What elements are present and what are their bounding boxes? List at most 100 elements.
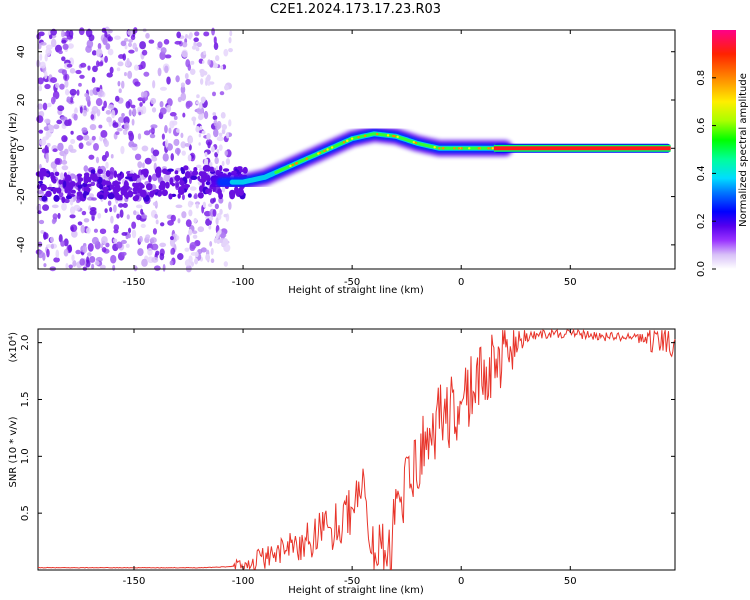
ridge-hot-spot [460, 147, 463, 150]
noise-blob [91, 50, 97, 56]
colorbar-ticks: 0.0 0.2 0.4 0.6 0.8 [696, 70, 716, 277]
y-tick-label: 0 [16, 145, 27, 151]
noise-blob [144, 157, 152, 165]
noise-blob [58, 234, 63, 243]
noise-blob [181, 49, 188, 58]
x-tick-label: 50 [564, 576, 577, 587]
noise-blob [188, 136, 194, 144]
noise-blob [209, 161, 213, 168]
noise-blob [134, 153, 142, 161]
noise-blob [203, 110, 209, 120]
noise-blob [191, 116, 197, 122]
noise-blob [128, 39, 133, 43]
noise-blob [195, 126, 200, 133]
noise-blob [103, 139, 109, 148]
noise-blob [113, 204, 117, 213]
ridge-blob [109, 184, 115, 190]
noise-blob [189, 68, 196, 75]
ridge-blob [82, 191, 87, 199]
ridge-hot-spot [295, 162, 298, 165]
noise-blob [91, 76, 96, 83]
noise-blob [205, 253, 211, 261]
noise-blob [86, 256, 90, 264]
noise-blob [117, 80, 121, 87]
noise-blob [193, 193, 198, 200]
noise-blob [140, 223, 146, 228]
noise-blob [78, 82, 82, 87]
snr-y-ticks: 0.5 1.0 1.5 2.0 [20, 335, 675, 521]
ridge-blob [86, 187, 91, 193]
ridge-blob [41, 195, 48, 202]
ridge-blob [183, 165, 189, 171]
ridge-blob [132, 182, 136, 187]
noise-blob [57, 212, 61, 220]
ridge-blob [161, 168, 168, 175]
noise-blob [185, 219, 192, 227]
ridge-hot-spot [346, 139, 349, 142]
noise-blob [207, 203, 213, 208]
noise-blob [61, 39, 67, 44]
noise-blob [180, 141, 186, 149]
noise-blob [73, 204, 81, 211]
noise-blob [116, 67, 121, 72]
noise-blob [141, 49, 148, 56]
noise-blob [213, 36, 217, 45]
noise-blob [85, 45, 92, 53]
noise-blob [147, 247, 153, 256]
noise-blob [185, 78, 191, 85]
noise-blob [159, 86, 168, 91]
ridge-blob [202, 164, 210, 172]
ridge-hot-spot [441, 147, 445, 150]
noise-blob [184, 247, 190, 252]
noise-blob [212, 115, 218, 121]
noise-blob [131, 143, 138, 148]
noise-blob [175, 128, 180, 133]
noise-blob [112, 264, 116, 272]
x-tick-label: -50 [344, 576, 360, 587]
noise-blob [84, 92, 89, 98]
noise-blob [127, 227, 132, 234]
noise-blob [63, 238, 69, 247]
ridge-blob [120, 187, 125, 196]
noise-blob [203, 31, 210, 37]
noise-blob [75, 249, 81, 255]
noise-blob [105, 242, 110, 248]
ridge-hot-spot [457, 147, 461, 150]
noise-blob [66, 63, 73, 68]
ridge-blob [63, 172, 68, 178]
noise-blob [63, 148, 69, 155]
noise-blob [208, 224, 212, 230]
colorbar-tick-label: 0.4 [696, 165, 707, 181]
noise-blob [229, 30, 233, 37]
noise-blob [216, 148, 220, 154]
noise-blob [50, 38, 57, 48]
flat-line-core [493, 146, 671, 151]
noise-blob [190, 60, 195, 65]
noise-blob [221, 242, 226, 247]
noise-blob [216, 239, 221, 244]
noise-blob [109, 206, 113, 213]
noise-blob [91, 236, 99, 245]
noise-blob [224, 150, 228, 156]
noise-blob [117, 116, 126, 123]
ridge-blob [228, 189, 236, 198]
noise-blob [170, 248, 174, 255]
noise-blob [69, 96, 74, 104]
noise-blob [44, 83, 51, 90]
noise-blob [140, 91, 145, 98]
noise-blob [186, 234, 190, 244]
noise-blob [228, 119, 232, 127]
noise-blob [212, 91, 217, 97]
ridge-blob [97, 168, 104, 175]
noise-blob [132, 107, 137, 117]
noise-blob [82, 245, 88, 254]
noise-blob [95, 156, 100, 164]
noise-blob [106, 116, 112, 123]
noise-blob [70, 138, 76, 145]
noise-blob [153, 265, 161, 272]
noise-blob [131, 118, 135, 126]
noise-blob [68, 264, 73, 269]
noise-blob [127, 42, 133, 48]
noise-blob [36, 33, 41, 40]
